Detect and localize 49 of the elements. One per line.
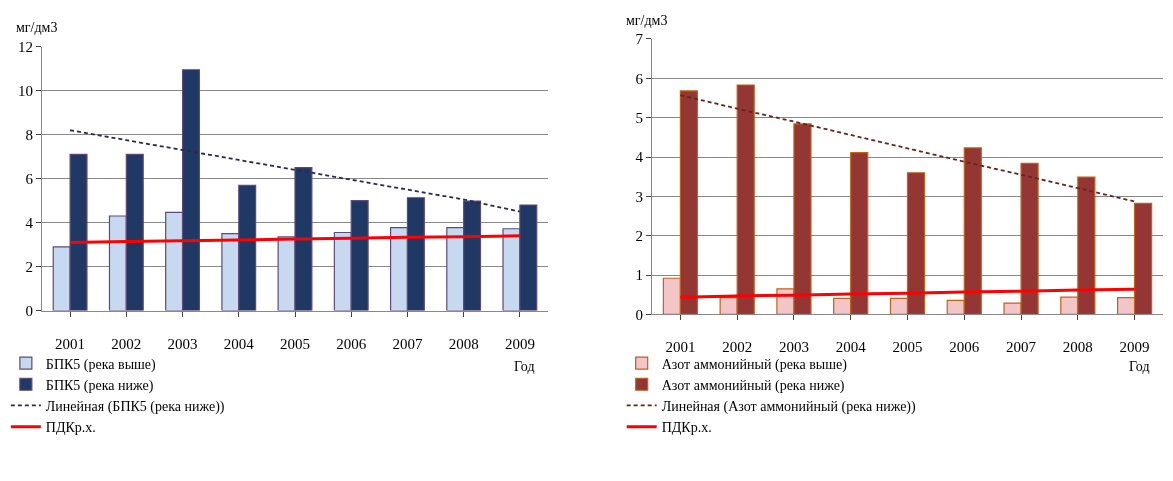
y-tick-label: 5 [635,109,643,126]
y-tick-label: 4 [25,214,34,231]
x-tick-label: 2008 [1062,339,1093,356]
x-tick-label: 2001 [55,335,86,352]
legend-label: Азот аммонийный (река ниже) [661,377,845,394]
x-tick-label: 2007 [1006,339,1037,356]
x-tick-label: 2008 [448,335,479,352]
legend-label: ПДКр.х. [661,420,712,436]
line-series [678,287,1137,299]
x-axis-title: Год [514,359,535,374]
y-axis-title: мг/дм3 [16,20,58,35]
y-tick-label: 6 [25,170,34,187]
y-tick-label: 12 [18,38,33,55]
x-tick-label: 2002 [722,339,753,356]
x-tick-label: 2003 [167,335,198,352]
y-tick-label: 0 [635,306,643,323]
y-tick-label: 2 [635,227,643,244]
y-tick-label: 1 [635,267,643,284]
legend-label: ПДКр.х. [45,420,96,436]
x-tick-label: 2006 [336,335,367,352]
y-tick-label: 7 [635,31,644,48]
line-series [69,129,521,213]
x-tick-label: 2005 [280,335,310,352]
y-tick-label: 0 [25,302,33,319]
x-tick-label: 2009 [1119,339,1150,356]
y-tick-label: 3 [635,188,643,205]
x-tick-label: 2004 [835,339,867,356]
x-tick-label: 2005 [892,339,923,356]
y-tick-label: 6 [635,70,644,87]
x-tick-label: 2001 [665,339,696,356]
legend-label: Линейная (Азот аммонийный (река ниже)) [661,398,916,415]
y-tick-label: 8 [25,126,33,143]
x-tick-label: 2003 [778,339,809,356]
x-tick-label: 2007 [392,335,423,352]
legend-label: Азот аммонийный (река выше) [661,356,848,373]
y-tick-label: 4 [635,149,644,166]
line-series [679,94,1136,203]
x-tick-label: 2004 [223,335,255,352]
y-axis-title: мг/дм3 [626,13,668,28]
legend-label: БПК5 (река выше) [45,356,157,373]
x-tick-label: 2002 [111,335,142,352]
y-tick-label: 2 [25,258,33,275]
line-series [68,234,522,244]
legend-label: БПК5 (река ниже) [45,377,154,394]
x-tick-label: 2006 [949,339,980,356]
legend-label: Линейная (БПК5 (река ниже)) [45,398,225,415]
x-tick-label: 2009 [504,335,535,352]
y-tick-label: 10 [18,82,33,99]
x-axis-title: Год [1129,359,1150,374]
